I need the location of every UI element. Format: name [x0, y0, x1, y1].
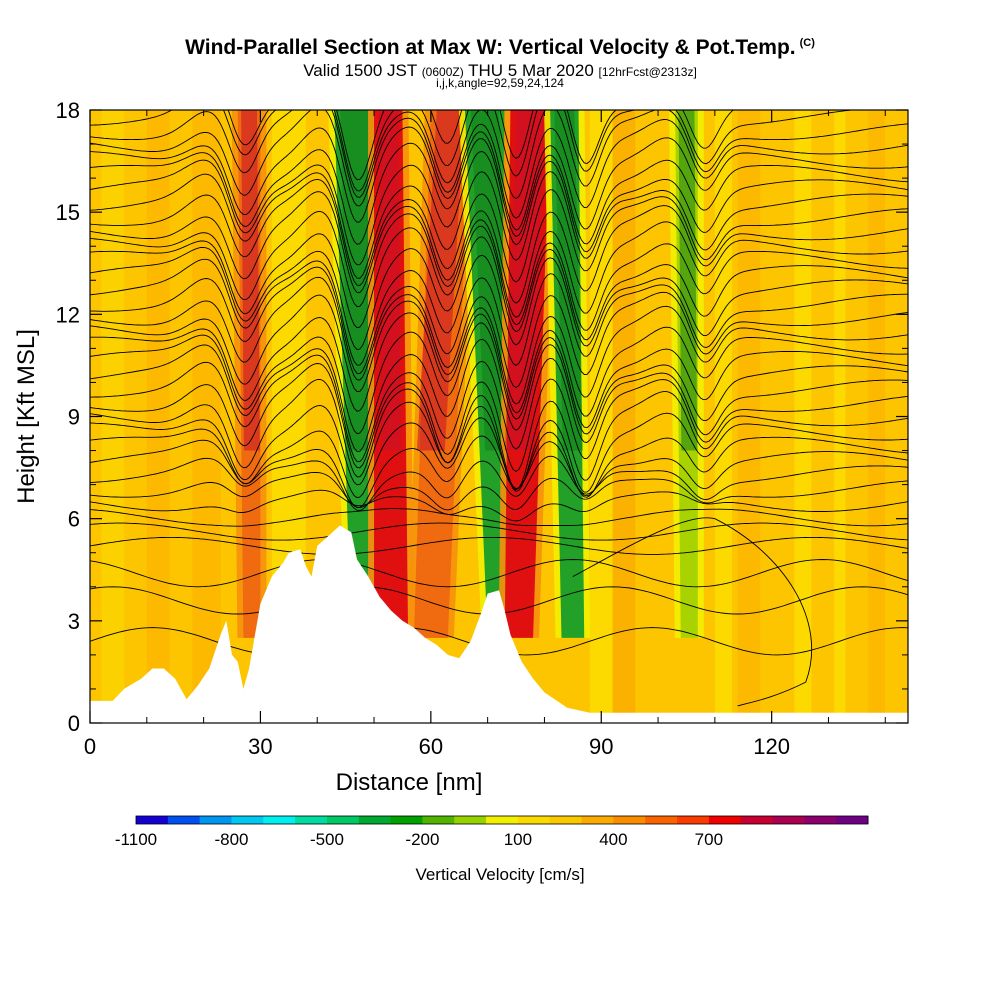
terrain	[90, 525, 908, 723]
colorbar-swatch	[167, 816, 201, 824]
theta-contour	[90, 138, 908, 245]
theta-contour	[90, 266, 908, 375]
theta-contour	[90, 417, 908, 499]
colorbar-swatch	[836, 816, 869, 824]
theta-contour	[90, 379, 908, 491]
field-stripe	[101, 110, 125, 723]
colorbar-frame	[135, 815, 869, 825]
theta-contour	[90, 338, 908, 452]
x-tick-label: 60	[419, 734, 443, 759]
velocity-band-core	[241, 110, 260, 451]
theta-contour	[90, 471, 908, 511]
theta-contour	[90, 236, 908, 350]
colorbar-swatch	[231, 816, 264, 824]
colorbar-swatch	[486, 816, 519, 824]
colorbar-label: Vertical Velocity [cm/s]	[415, 865, 584, 884]
colorbar-swatch	[645, 816, 678, 824]
theta-contour	[90, 110, 908, 219]
chart-indices: i,j,k,angle=92,59,24,124	[436, 76, 564, 90]
velocity-band-core	[678, 110, 698, 451]
theta-contour	[90, 294, 908, 405]
y-tick-label: 6	[68, 507, 80, 532]
velocity-band-core	[416, 110, 465, 451]
theta-contour	[90, 536, 908, 555]
colorbar-swatch	[136, 816, 169, 824]
theta-contour	[90, 276, 908, 389]
theta-contour	[90, 126, 908, 231]
theta-contour	[90, 363, 908, 473]
theta-contour	[90, 178, 908, 286]
theta-contour	[90, 191, 908, 304]
theta-contour	[90, 110, 908, 200]
theta-contour	[90, 151, 908, 266]
x-tick-label: 30	[248, 734, 272, 759]
field-stripe	[589, 110, 613, 723]
theta-contour	[90, 171, 908, 279]
theta-contour	[90, 522, 908, 541]
colorbar-tick-label: -1100	[115, 830, 157, 849]
y-tick-label: 9	[68, 405, 80, 430]
colorbar-swatch	[422, 816, 455, 824]
colorbar-swatch	[390, 816, 423, 824]
colorbar-tick-label: -800	[214, 830, 248, 849]
colorbar-swatch	[326, 816, 360, 824]
theta-contour	[90, 225, 908, 331]
colorbar-swatch	[199, 816, 232, 824]
y-tick-label: 15	[56, 200, 80, 225]
field-stripe	[868, 110, 886, 723]
colorbar-tick-label: -500	[310, 830, 344, 849]
chart-valid-time: Valid 1500 JST (0600Z) THU 5 Mar 2020 [1…	[303, 61, 697, 80]
field-stripe	[714, 110, 732, 723]
theta-contour	[90, 455, 908, 511]
theta-contour	[90, 322, 908, 435]
theta-contour	[572, 517, 813, 707]
theta-contour	[90, 401, 908, 493]
colorbar-tick-label: -200	[405, 830, 439, 849]
colorbar-swatch	[517, 816, 551, 824]
velocity-band-core	[504, 110, 545, 451]
colorbar-swatch	[677, 816, 710, 824]
colorbar-swatch	[740, 816, 774, 824]
theta-contour	[90, 354, 908, 463]
y-tick-label: 0	[68, 711, 80, 736]
colorbar-swatch	[708, 816, 742, 824]
velocity-band-core	[554, 110, 583, 451]
theta-contour	[90, 254, 908, 366]
colorbar-swatch	[358, 816, 392, 824]
x-axis-label: Distance [nm]	[336, 769, 483, 796]
chart-title: Wind-Parallel Section at Max W: Vertical…	[185, 36, 815, 59]
field-stripe	[794, 110, 812, 723]
colorbar-swatch	[772, 816, 805, 824]
x-tick-label: 120	[753, 734, 790, 759]
theta-contour	[90, 312, 908, 417]
colorbar-swatch	[263, 816, 296, 824]
field-stripe	[834, 110, 846, 723]
colorbar-swatch	[454, 816, 487, 824]
theta-contour	[90, 210, 908, 318]
theta-contour	[90, 489, 908, 522]
colorbar-tick-label: 100	[504, 830, 532, 849]
y-tick-label: 18	[56, 98, 80, 123]
colorbar-tick-label: 400	[599, 830, 627, 849]
theta-contour	[90, 435, 908, 509]
y-axis-label: Height [Kft MSL]	[13, 329, 40, 504]
field-stripe	[192, 110, 221, 723]
colorbar-swatch	[295, 816, 328, 824]
y-tick-label: 3	[68, 609, 80, 634]
theta-contour	[90, 559, 908, 588]
colorbar-tick-label: 700	[695, 830, 723, 849]
theta-contour	[90, 508, 908, 527]
colorbar-swatch	[804, 816, 837, 824]
x-tick-label: 0	[84, 734, 96, 759]
y-tick-label: 12	[56, 302, 80, 327]
colorbar-swatch	[581, 816, 614, 824]
colorbar-swatch	[549, 816, 583, 824]
colorbar-swatch	[613, 816, 646, 824]
copyright-mark: (C)	[799, 37, 815, 49]
x-tick-label: 90	[589, 734, 613, 759]
